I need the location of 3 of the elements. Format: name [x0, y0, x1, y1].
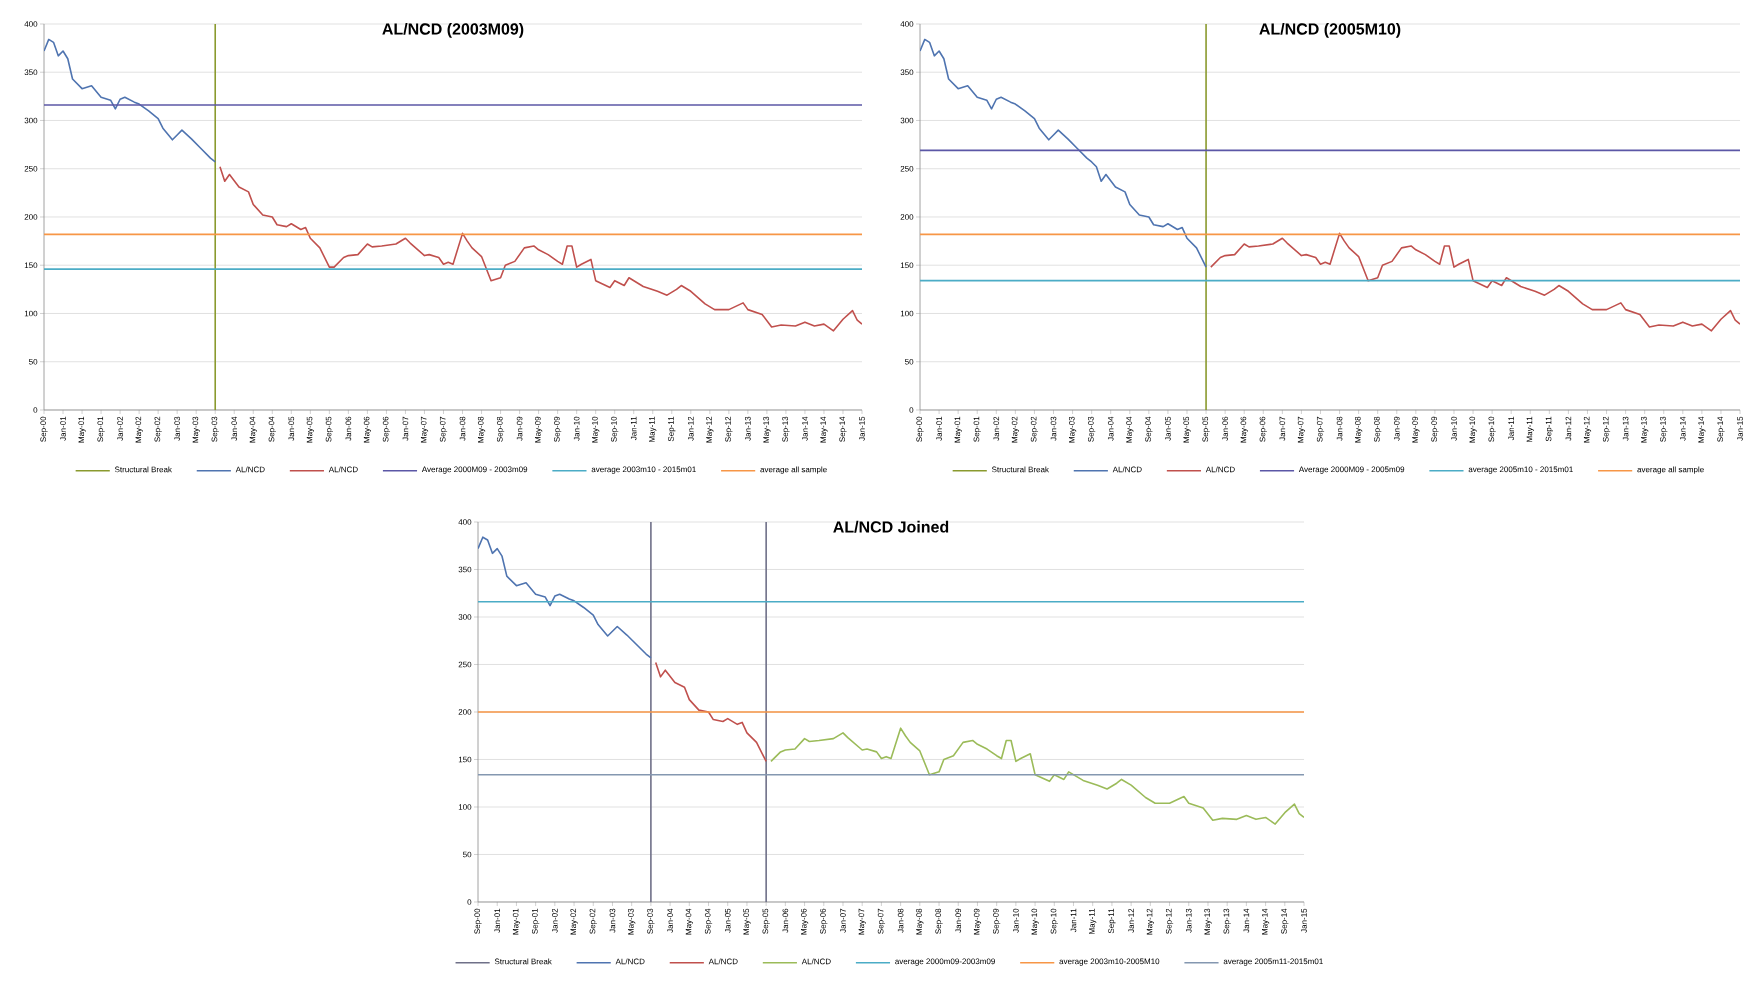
- chart-title: AL/NCD (2003M09): [382, 22, 524, 38]
- chart-title: AL/NCD Joined: [833, 520, 949, 533]
- chart-title: AL/NCD (2005M10): [1259, 22, 1401, 38]
